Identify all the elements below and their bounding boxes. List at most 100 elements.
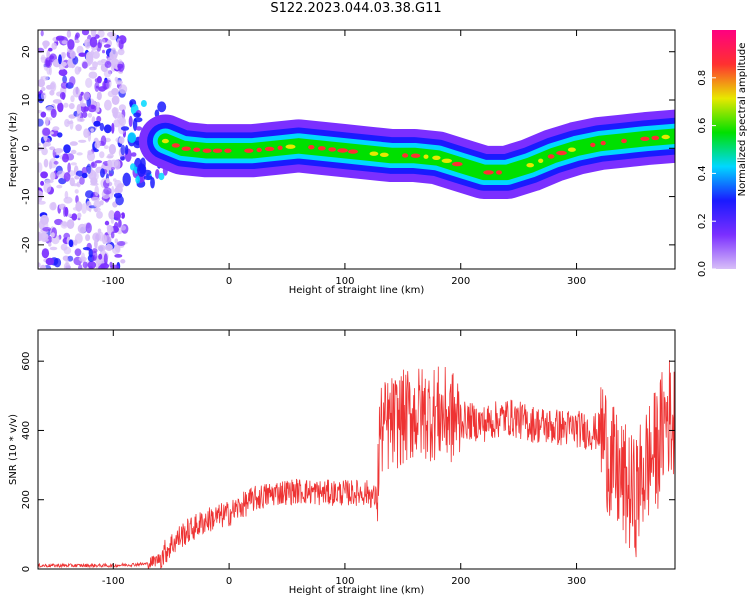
y-axis-label: SNR (10 * v/v) xyxy=(8,414,19,485)
noise-speckle xyxy=(44,57,53,68)
ridge-peak xyxy=(452,161,463,167)
noise-speckle xyxy=(38,118,44,127)
noise-speckle xyxy=(83,91,90,101)
ridge-peak xyxy=(181,146,191,151)
noise-speckle xyxy=(76,104,82,115)
transition-blob xyxy=(127,132,137,144)
ridge-peak xyxy=(171,143,180,148)
noise-speckle xyxy=(86,54,94,65)
noise-speckle xyxy=(113,221,119,233)
noise-speckle xyxy=(95,101,101,109)
y-tick-label: -10 xyxy=(21,188,32,204)
noise-speckle xyxy=(90,161,98,169)
x-tick-label: 200 xyxy=(451,276,470,287)
noise-speckle xyxy=(56,184,63,189)
noise-speckle xyxy=(78,52,87,57)
x-tick-label: 200 xyxy=(451,576,470,587)
noise-speckle xyxy=(110,231,115,239)
noise-speckle xyxy=(108,173,113,177)
ridge-peak xyxy=(556,150,567,156)
colorbar-tick-label: 0.2 xyxy=(697,213,708,229)
noise-speckle xyxy=(76,111,80,122)
noise-speckle xyxy=(81,252,85,261)
noise-speckle xyxy=(74,248,82,257)
ridge-peak xyxy=(358,150,369,155)
x-tick-label: 0 xyxy=(226,576,232,587)
noise-speckle xyxy=(120,144,126,156)
noise-speckle xyxy=(48,47,53,52)
y-tick-label: 200 xyxy=(21,490,32,509)
transition-blob xyxy=(150,177,155,189)
noise-speckle xyxy=(117,241,126,246)
noise-speckle xyxy=(94,160,103,164)
noise-speckle xyxy=(65,256,69,267)
noise-speckle xyxy=(81,166,88,175)
noise-speckle xyxy=(113,188,120,194)
noise-speckle xyxy=(40,180,45,186)
noise-speckle xyxy=(114,238,119,244)
ridge-peak xyxy=(410,153,421,158)
transition-blob xyxy=(120,126,130,131)
noise-speckle xyxy=(111,185,115,196)
noise-speckle xyxy=(103,124,112,134)
noise-speckle xyxy=(40,171,48,179)
noise-speckle xyxy=(85,190,94,199)
noise-speckle xyxy=(52,99,62,104)
y-tick-label: 20 xyxy=(21,45,32,58)
noise-speckle xyxy=(81,203,87,214)
noise-speckle xyxy=(105,178,110,184)
noise-speckle xyxy=(57,102,64,113)
noise-speckle xyxy=(118,136,125,144)
noise-speckle xyxy=(67,213,73,218)
noise-speckle xyxy=(41,248,50,259)
noise-speckle xyxy=(68,239,74,248)
noise-speckle xyxy=(99,38,106,44)
noise-speckle xyxy=(42,40,50,47)
noise-speckle xyxy=(96,211,103,219)
noise-speckle xyxy=(70,95,75,103)
noise-speckle xyxy=(53,160,59,165)
noise-speckle xyxy=(70,149,77,155)
noise-speckle xyxy=(58,54,62,65)
noise-speckle xyxy=(113,192,123,199)
ridge-peak xyxy=(256,147,262,153)
noise-speckle xyxy=(54,218,63,226)
transition-blob xyxy=(128,115,133,127)
noise-speckle xyxy=(54,148,64,154)
ridge-peak xyxy=(651,135,660,141)
noise-speckle xyxy=(87,112,93,118)
noise-speckle xyxy=(89,36,98,48)
noise-speckle xyxy=(49,82,56,90)
noise-speckle xyxy=(96,91,102,101)
noise-speckle xyxy=(110,47,117,55)
ridge-peak xyxy=(578,144,586,150)
x-tick-label: 0 xyxy=(226,276,232,287)
noise-speckle xyxy=(102,49,105,54)
noise-speckle xyxy=(40,214,49,225)
noise-speckle xyxy=(94,141,101,149)
ridge-peak xyxy=(379,152,389,157)
noise-speckle xyxy=(78,139,87,143)
ridge-peak xyxy=(369,151,379,156)
colorbar-label: Normalized spectral amplitude xyxy=(737,43,748,197)
snr-plot xyxy=(38,360,675,569)
noise-speckle xyxy=(63,196,73,204)
noise-speckle xyxy=(51,42,57,50)
ridge-peak xyxy=(423,154,429,159)
ridge-peak xyxy=(277,145,283,150)
ridge-peak xyxy=(621,138,627,144)
transition-blob xyxy=(130,163,136,171)
y-tick-label: 400 xyxy=(21,421,32,440)
noise-speckle xyxy=(75,124,82,132)
noise-speckle xyxy=(56,170,66,178)
x-tick-label: 300 xyxy=(567,576,586,587)
noise-speckle xyxy=(69,76,76,86)
snr-frame xyxy=(37,329,676,570)
noise-speckle xyxy=(40,30,44,37)
noise-speckle xyxy=(120,225,127,231)
noise-speckle xyxy=(96,76,102,84)
noise-speckle xyxy=(108,210,115,220)
colorbar xyxy=(712,30,736,269)
noise-speckle xyxy=(121,212,125,219)
